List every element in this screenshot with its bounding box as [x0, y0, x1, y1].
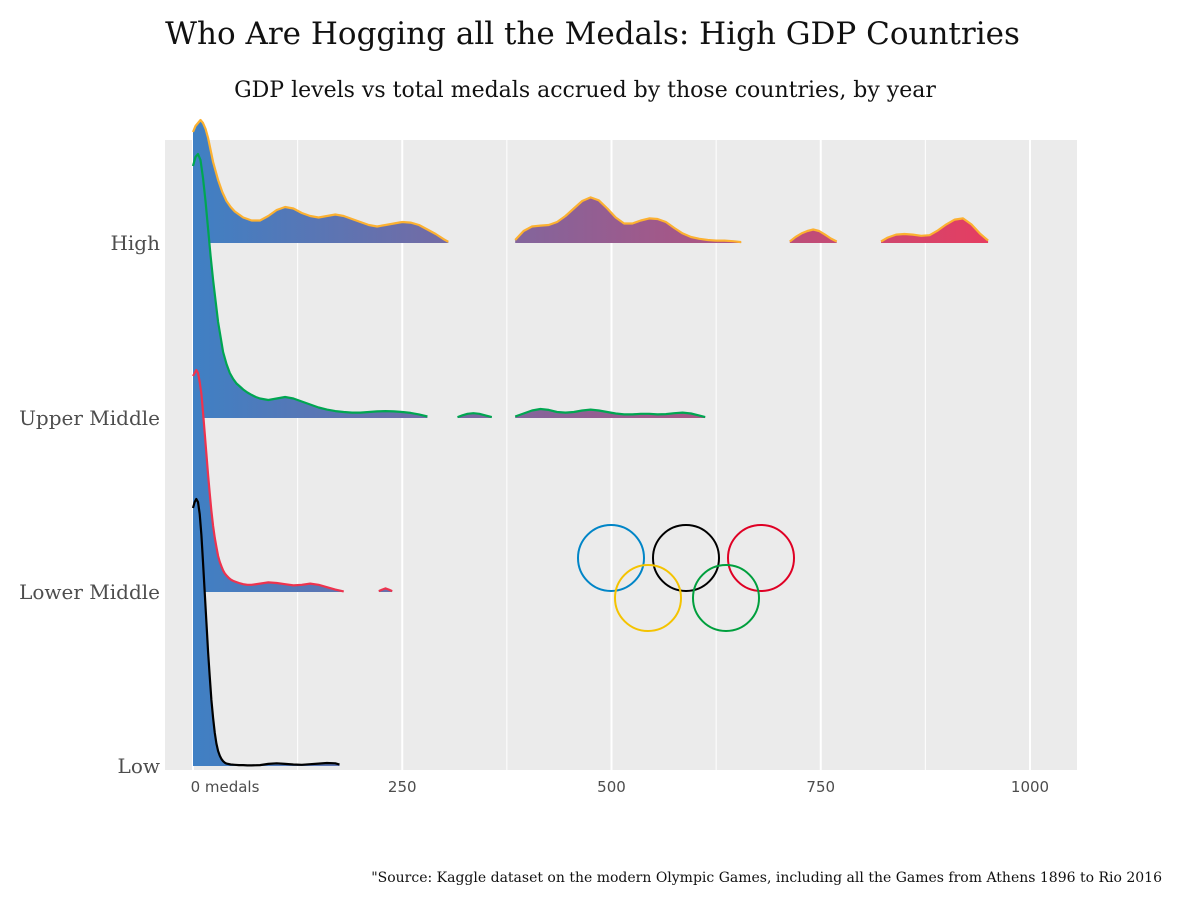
ridge-line-lower-middle: [192, 368, 344, 593]
ridge-area-lower-middle: [193, 370, 344, 592]
ridge-layer: [191, 118, 989, 767]
chart-caption: "Source: Kaggle dataset on the modern Ol…: [371, 870, 1162, 886]
ridge-line-high: [514, 196, 742, 244]
y-label-high: High: [110, 231, 160, 255]
olympic-rings-logo: [577, 524, 795, 632]
x-tick-label: 750: [806, 778, 835, 796]
ridge-area-high: [789, 229, 837, 243]
y-label-lower-middle: Lower Middle: [19, 580, 160, 604]
ridge-line-high: [880, 217, 989, 243]
chart-title: Who Are Hogging all the Medals: High GDP…: [165, 16, 1020, 52]
ridge-line-upper-middle: [514, 407, 706, 419]
ridge-area-high: [193, 120, 449, 243]
ridge-area-lower-middle: [378, 588, 393, 592]
y-axis-labels: Low Lower Middle Upper Middle High: [19, 231, 160, 778]
ridge-area-high: [515, 197, 742, 243]
x-axis-labels: 0 medals 250 500 750 1000: [191, 778, 1050, 796]
x-tick-label: 1000: [1011, 778, 1049, 796]
ridge-area-high: [881, 218, 989, 243]
ridge-line-low: [191, 497, 340, 767]
olympic-ring: [692, 564, 760, 632]
chart-subtitle: GDP levels vs total medals accrued by th…: [234, 78, 936, 103]
ridge-line-high: [789, 228, 838, 243]
ridge-line-upper-middle: [457, 412, 493, 419]
x-tick-label: 500: [597, 778, 626, 796]
ridge-line-high: [191, 118, 449, 243]
ridge-area-low: [193, 499, 340, 766]
y-label-low: Low: [118, 754, 160, 778]
olympic-ring: [727, 524, 795, 592]
y-label-upper-middle: Upper Middle: [19, 406, 160, 430]
olympic-ring: [652, 524, 720, 592]
x-tick-label: 250: [388, 778, 417, 796]
ridge-area-upper-middle: [193, 154, 428, 418]
x-tick-label: 0 medals: [191, 778, 260, 796]
ridge-line-upper-middle: [191, 152, 428, 418]
olympic-ring: [614, 564, 682, 632]
olympic-ring: [577, 524, 645, 592]
ridge-line-lower-middle: [378, 587, 393, 593]
